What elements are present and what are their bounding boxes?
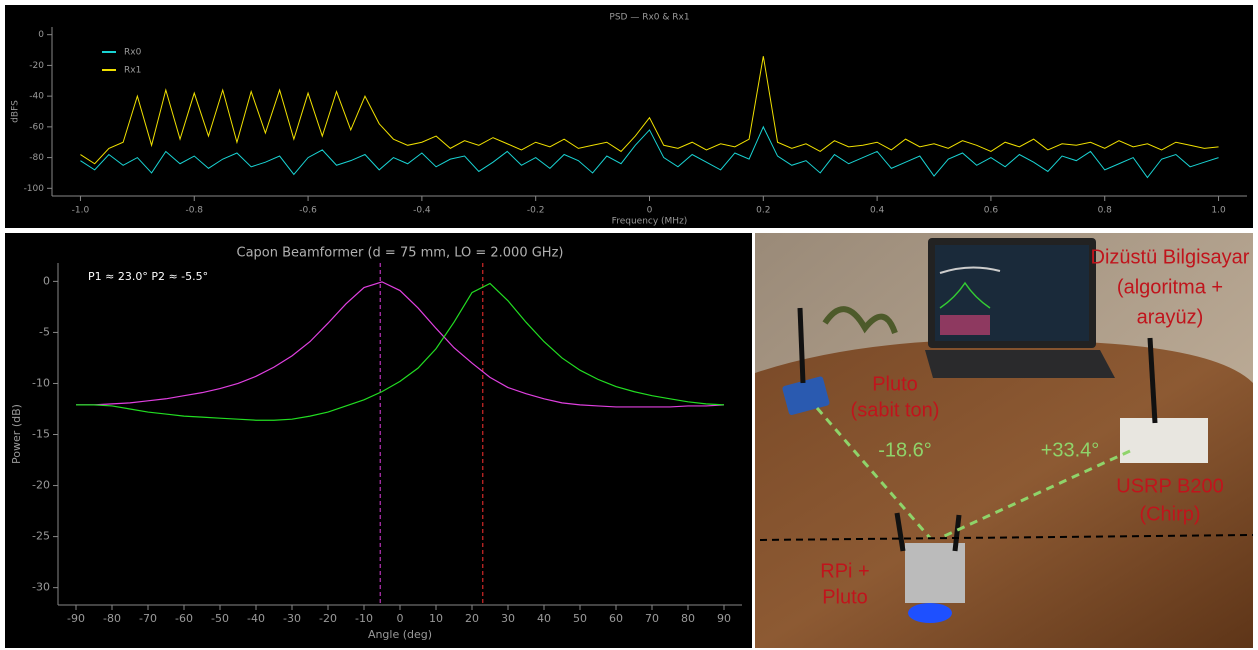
- antenna: [952, 514, 962, 552]
- x-tick-label: -70: [139, 612, 157, 625]
- x-tick-label: -0.4: [413, 206, 431, 216]
- pluto-device: [782, 376, 830, 415]
- bearing-line: [939, 449, 1131, 540]
- screen-plot: [939, 266, 1001, 274]
- x-tick-label: 80: [681, 612, 695, 625]
- antenna: [797, 307, 806, 384]
- plant: [822, 306, 898, 335]
- photo-label: (sabit ton): [851, 399, 940, 421]
- x-axis-label: Angle (deg): [368, 628, 432, 641]
- chart-title: Capon Beamformer (d = 75 mm, LO = 2.000 …: [237, 246, 564, 261]
- y-tick-label: -30: [32, 581, 50, 594]
- bearing-line: [815, 407, 932, 539]
- legend-label: Rx0: [124, 48, 142, 58]
- capon-chart: Capon Beamformer (d = 75 mm, LO = 2.000 …: [5, 233, 752, 648]
- photo-label: (algoritma +: [1117, 276, 1223, 298]
- table: [755, 339, 1253, 648]
- x-tick-label: -40: [247, 612, 265, 625]
- series-line: [80, 56, 1219, 165]
- photo-label: Pluto: [822, 586, 868, 608]
- x-tick-label: -0.6: [299, 206, 317, 216]
- x-tick-label: 0.2: [756, 206, 770, 216]
- x-tick-label: -10: [355, 612, 373, 625]
- y-tick-label: -40: [29, 92, 44, 102]
- x-tick-label: 70: [645, 612, 659, 625]
- x-axis-label: Frequency (MHz): [612, 217, 688, 227]
- x-tick-label: 40: [537, 612, 551, 625]
- x-tick-label: -30: [283, 612, 301, 625]
- y-tick-label: -20: [32, 479, 50, 492]
- y-tick-label: -15: [32, 428, 50, 441]
- x-tick-label: 90: [717, 612, 731, 625]
- y-tick-label: -10: [32, 376, 50, 389]
- baseline: [759, 534, 1253, 541]
- y-tick-label: -5: [39, 325, 50, 338]
- x-tick-label: 0: [397, 612, 404, 625]
- x-tick-label: 30: [501, 612, 515, 625]
- chart-title: PSD — Rx0 & Rx1: [609, 13, 689, 23]
- photo-label: Dizüstü Bilgisayar: [1091, 246, 1250, 268]
- x-tick-label: 10: [429, 612, 443, 625]
- x-tick-label: 0: [647, 206, 653, 216]
- y-axis-label: dBFS: [11, 100, 21, 123]
- y-tick-label: -60: [29, 122, 44, 132]
- x-tick-label: 20: [465, 612, 479, 625]
- annotation: P1 ≈ 23.0° P2 ≈ -5.5°: [88, 270, 208, 283]
- screen-plot: [940, 315, 990, 335]
- panel: [5, 5, 1253, 228]
- x-tick-label: -1.0: [72, 206, 90, 216]
- legend-label: Rx1: [124, 66, 141, 76]
- psd-chart: PSD — Rx0 & Rx1 Frequency (MHz) dBFS 0 -20 -4…: [5, 5, 1253, 228]
- photo-label: USRP B200: [1116, 475, 1223, 497]
- series-line: [80, 125, 1219, 179]
- led-glow: [908, 603, 952, 623]
- x-tick-label: -0.8: [185, 206, 203, 216]
- x-tick-label: 0.6: [984, 206, 999, 216]
- y-axis-label: Power (dB): [10, 404, 23, 464]
- x-tick-label: 50: [573, 612, 587, 625]
- x-tick-label: -0.2: [527, 206, 545, 216]
- series-line: [76, 282, 725, 421]
- photo-label: Pluto: [872, 373, 918, 395]
- antenna: [894, 512, 906, 552]
- x-tick-label: 0.4: [870, 206, 885, 216]
- screen-plot: [939, 281, 991, 309]
- x-tick-label: 1.0: [1211, 206, 1226, 216]
- y-tick-label: -20: [29, 61, 44, 71]
- y-tick-label: 0: [43, 274, 50, 287]
- x-tick-label: -80: [103, 612, 121, 625]
- x-tick-label: -50: [211, 612, 229, 625]
- panel: [5, 233, 752, 648]
- y-tick-label: -80: [29, 153, 44, 163]
- photo-label: arayüz): [1137, 306, 1204, 328]
- usrp-device: [1120, 418, 1208, 463]
- x-tick-label: 0.8: [1098, 206, 1113, 216]
- rpi-device: [905, 543, 965, 603]
- laptop-base: [925, 350, 1115, 378]
- x-tick-label: 60: [609, 612, 623, 625]
- photo-label: (Chirp): [1139, 503, 1200, 525]
- x-tick-label: -20: [319, 612, 337, 625]
- y-tick-label: -100: [24, 184, 45, 194]
- photo-label: RPi +: [820, 560, 869, 582]
- photo-label: +33.4°: [1041, 439, 1100, 461]
- photo-label: -18.6°: [878, 439, 932, 461]
- setup-photo: Dizüstü Bilgisayar (algoritma + arayüz) Plu…: [755, 233, 1253, 648]
- y-tick-label: -25: [32, 530, 50, 543]
- antenna: [1147, 337, 1158, 424]
- y-tick-label: 0: [38, 30, 44, 40]
- x-tick-label: -90: [67, 612, 85, 625]
- x-tick-label: -60: [175, 612, 193, 625]
- series-line: [76, 281, 725, 408]
